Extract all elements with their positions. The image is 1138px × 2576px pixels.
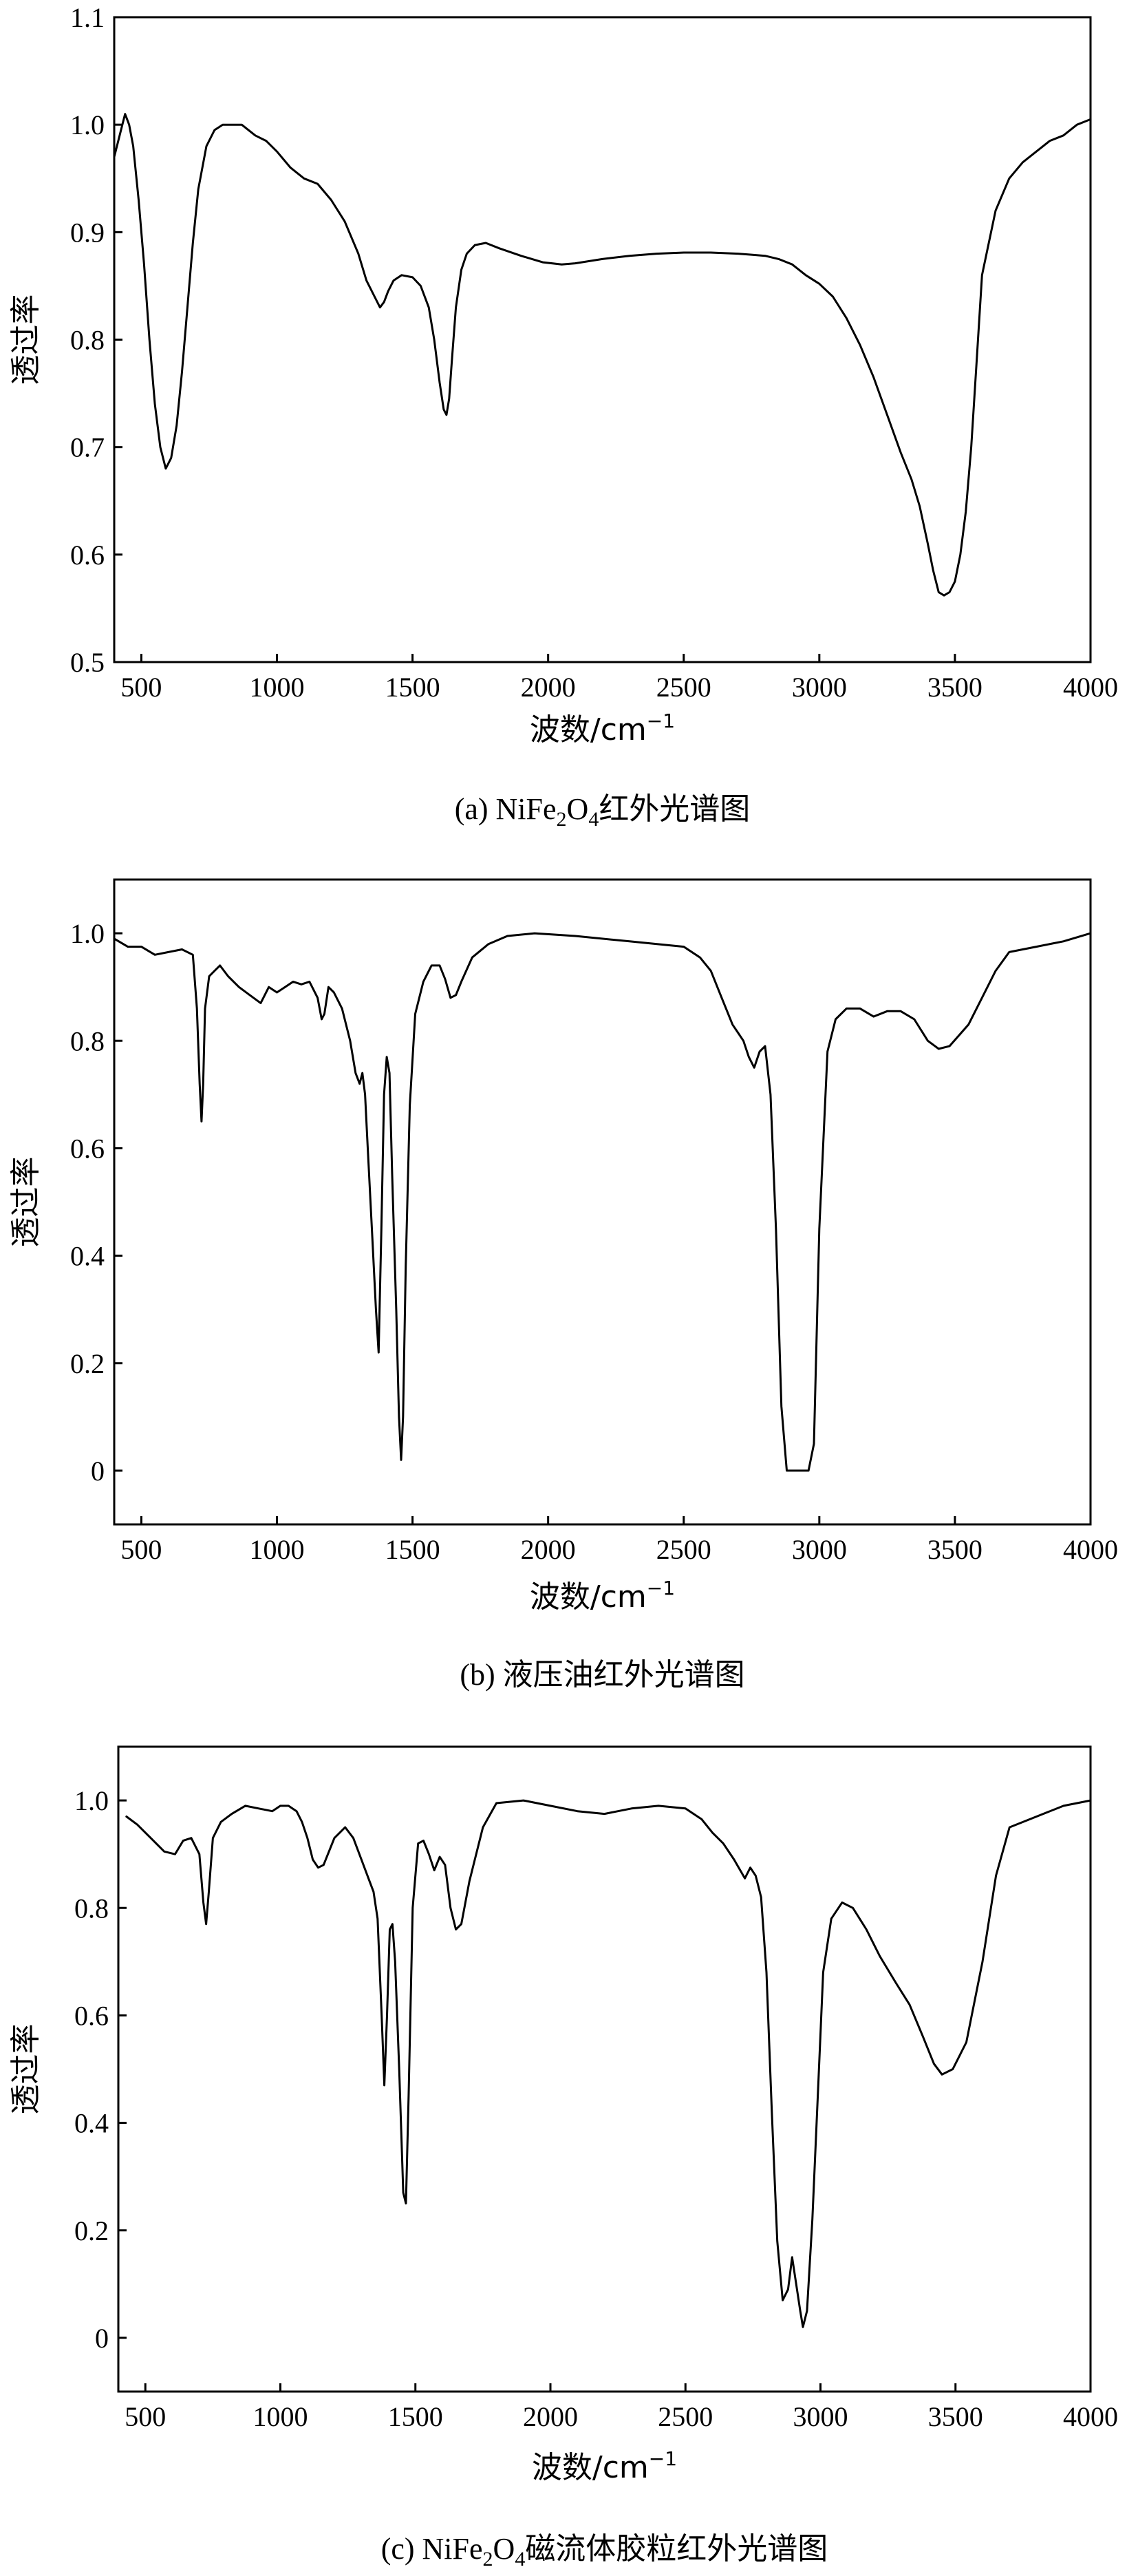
- x-axis-title-exponent: −1: [647, 710, 675, 732]
- x-tick-label: 1000: [253, 2401, 308, 2432]
- caption-text: (c) NiFe: [381, 2532, 483, 2566]
- x-tick-label: 500: [125, 2401, 166, 2432]
- x-tick-label: 3500: [928, 2401, 983, 2432]
- x-axis-title-base: 波数/cm: [530, 1579, 647, 1615]
- y-tick-label: 0.4: [74, 2108, 109, 2139]
- x-axis-title: 波数/cm−1: [530, 710, 675, 747]
- y-tick-label: 0: [95, 2323, 109, 2354]
- x-tick-label: 2500: [656, 1534, 711, 1565]
- caption-subscript: 2: [557, 808, 567, 831]
- caption-text: (b) 液压油红外光谱图: [460, 1658, 744, 1692]
- y-tick-label: 0.6: [74, 2000, 109, 2031]
- y-tick-label: 0.8: [70, 1025, 105, 1056]
- y-tick-label: 0.9: [70, 217, 105, 248]
- chart-caption: (c) NiFe2O4磁流体胶粒红外光谱图: [381, 2532, 828, 2570]
- x-tick-label: 1500: [385, 672, 440, 703]
- caption-text: O: [493, 2532, 515, 2566]
- x-tick-label: 2000: [523, 2401, 578, 2432]
- y-tick-label: 0.4: [70, 1241, 105, 1272]
- x-tick-label: 1500: [388, 2401, 443, 2432]
- x-tick-label: 4000: [1063, 2401, 1118, 2432]
- x-tick-label: 2000: [521, 1534, 576, 1565]
- chart-panel-2: 500 1000 1500 2000 2500 3000 3500 4000 0 0.2 0.4 0.…: [8, 878, 1118, 1692]
- x-tick-label: 3000: [793, 2401, 848, 2432]
- x-tick-label: 1500: [385, 1534, 440, 1565]
- caption-text: 磁流体胶粒红外光谱图: [525, 2532, 828, 2566]
- y-tick-label: 0.6: [70, 1133, 105, 1164]
- x-tick-label: 4000: [1063, 672, 1118, 703]
- x-tick-label: 4000: [1063, 1534, 1118, 1565]
- y-tick-label: 1.0: [70, 918, 105, 949]
- y-axis-title: 透过率: [8, 2024, 43, 2115]
- y-axis-title: 透过率: [8, 295, 43, 385]
- y-tick-label: 0.2: [74, 2215, 109, 2246]
- x-tick-label: 500: [120, 1534, 162, 1565]
- plot-frame: [117, 1745, 1092, 2393]
- x-axis-title-base: 波数/cm: [532, 2450, 649, 2485]
- caption-text: O: [567, 792, 589, 826]
- caption-text: 红外光谱图: [599, 792, 750, 826]
- x-tick-label: 500: [120, 672, 162, 703]
- spectrum-line: [113, 113, 1092, 597]
- x-tick-label: 2500: [658, 2401, 713, 2432]
- y-tick-label: 1.0: [70, 109, 105, 140]
- x-tick-label: 3000: [792, 672, 847, 703]
- y-tick-label: 0.6: [70, 540, 105, 571]
- x-axis-title: 波数/cm−1: [530, 1577, 675, 1615]
- x-tick-label: 3500: [927, 1534, 983, 1565]
- x-axis-title-exponent: −1: [647, 1577, 675, 1599]
- caption-subscript: 2: [483, 2548, 493, 2570]
- chart-caption: (b) 液压油红外光谱图: [460, 1658, 744, 1692]
- y-tick-label: 0.8: [70, 325, 105, 356]
- spectrum-line: [125, 1799, 1092, 2328]
- y-tick-label: 1.1: [70, 2, 105, 33]
- spectrum-line: [113, 932, 1092, 1472]
- x-axis-title: 波数/cm−1: [532, 2447, 677, 2485]
- x-tick-label: 2500: [656, 672, 711, 703]
- x-tick-label: 3500: [927, 672, 983, 703]
- x-axis-title-base: 波数/cm: [530, 712, 647, 747]
- y-tick-label: 0.5: [70, 647, 105, 678]
- plot-frame: [113, 16, 1092, 663]
- x-tick-label: 3000: [792, 1534, 847, 1565]
- chart-caption: (a) NiFe2O4红外光谱图: [455, 792, 751, 831]
- y-tick-label: 1.0: [74, 1785, 109, 1816]
- caption-subscript: 4: [588, 808, 599, 831]
- x-axis-title-exponent: −1: [649, 2447, 677, 2470]
- chart-panel-3: 500 1000 1500 2000 2500 3000 3500 4000 0 0.2 0.4 0.…: [8, 1745, 1118, 2570]
- caption-text: (a) NiFe: [455, 792, 557, 826]
- y-tick-label: 0: [91, 1456, 105, 1487]
- x-tick-label: 1000: [250, 1534, 305, 1565]
- y-tick-label: 0.7: [70, 432, 105, 463]
- plot-frame: [113, 878, 1092, 1526]
- y-tick-label: 0.2: [70, 1348, 105, 1379]
- x-tick-label: 2000: [521, 672, 576, 703]
- y-tick-label: 0.8: [74, 1893, 109, 1924]
- x-tick-label: 1000: [250, 672, 305, 703]
- y-axis-title: 透过率: [8, 1157, 43, 1248]
- caption-subscript: 4: [515, 2548, 525, 2570]
- chart-panel-1: 500 1000 1500 2000 2500 3000 3500 4000 0.5 0.6 0.7…: [8, 2, 1118, 831]
